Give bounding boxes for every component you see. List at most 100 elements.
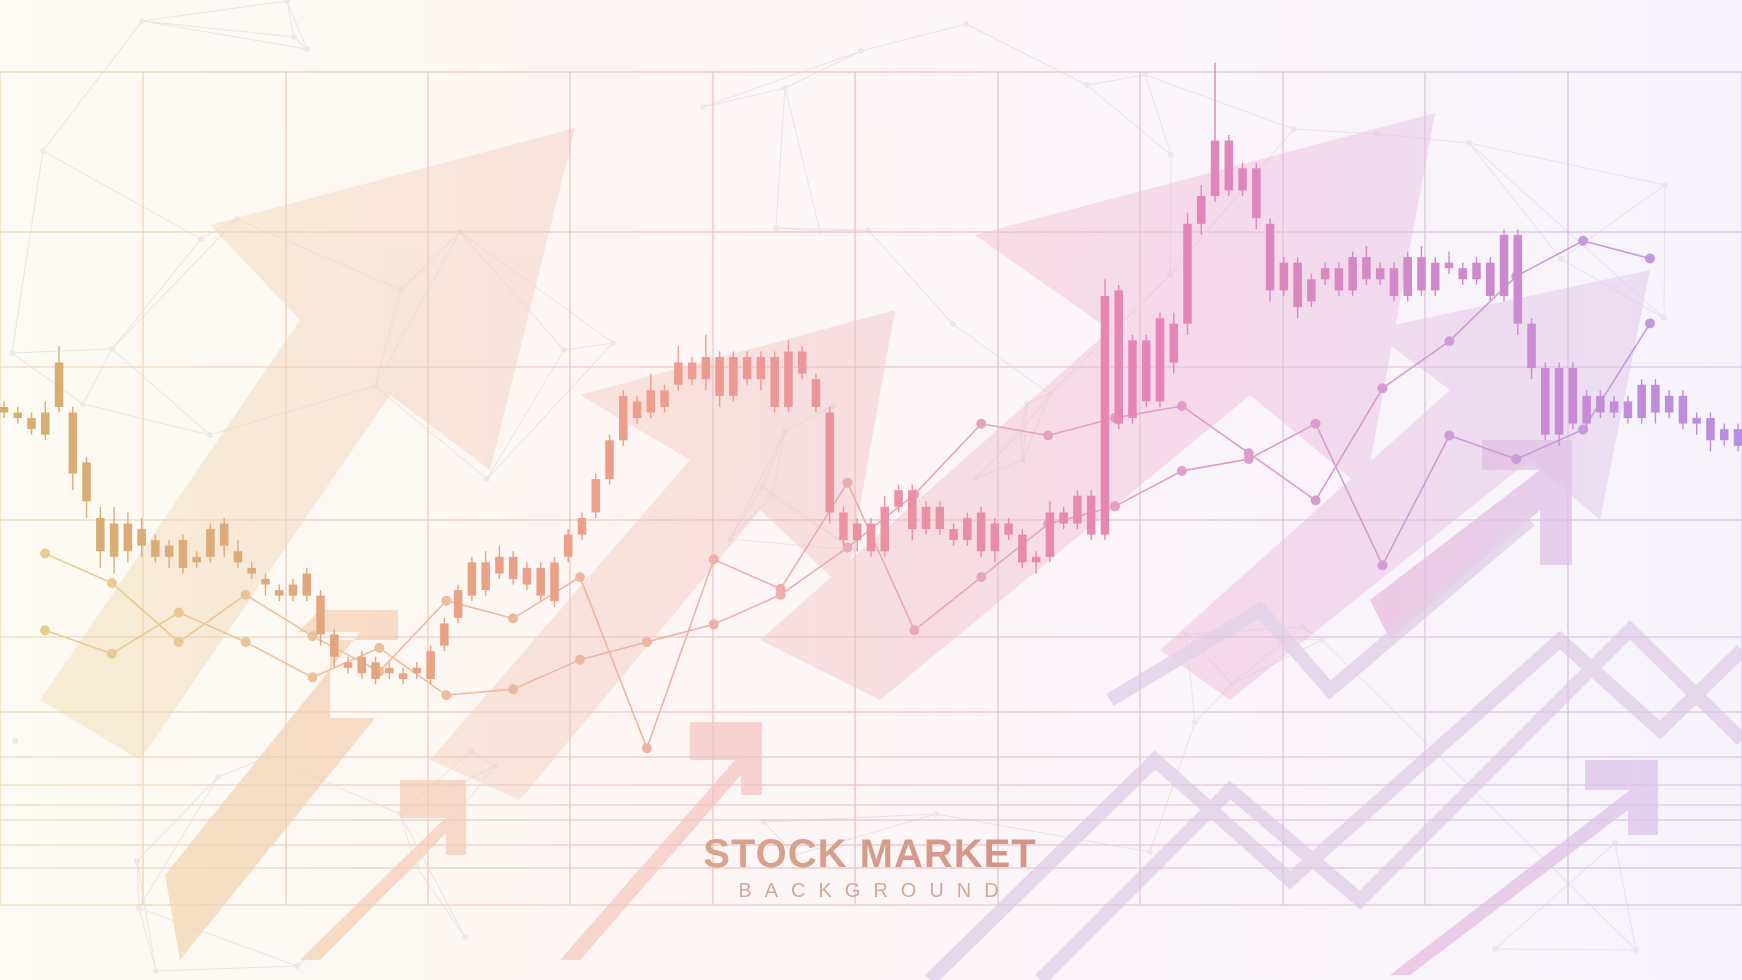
candle-body (687, 362, 697, 380)
series-point (1578, 424, 1589, 435)
candle-body (1486, 262, 1495, 296)
mesh-line (702, 87, 786, 108)
series-point (1377, 560, 1388, 571)
mesh-node (1466, 140, 1472, 146)
candle (1320, 262, 1330, 285)
mesh-line (136, 860, 140, 909)
candle (27, 412, 36, 435)
candle (371, 656, 380, 685)
candle-body (908, 490, 917, 530)
candle-body (1623, 401, 1633, 419)
candle-body (192, 556, 201, 563)
series-point (842, 542, 853, 553)
candle (963, 512, 972, 546)
candle (412, 662, 422, 679)
candle-body (1334, 268, 1344, 291)
candle-body (852, 523, 862, 541)
candle-body (1444, 262, 1454, 269)
candle (522, 562, 532, 591)
candle (1155, 312, 1165, 407)
candle-body (82, 462, 91, 502)
mesh-line (784, 50, 862, 89)
candle (54, 345, 64, 413)
series-point (173, 637, 184, 647)
series-point (842, 477, 853, 488)
mesh-line (1086, 74, 1146, 86)
candle (1238, 162, 1247, 197)
candle (1362, 246, 1371, 285)
series-point (1645, 318, 1655, 329)
candle-body (1541, 368, 1550, 435)
candle-body (742, 357, 752, 380)
mesh-line (1321, 639, 1637, 951)
candle (646, 373, 656, 419)
series-point (1377, 383, 1388, 394)
candle-body (1224, 140, 1234, 191)
zigzag-line (1035, 620, 1742, 980)
candle (247, 562, 256, 579)
candle (811, 373, 821, 413)
candle (660, 384, 669, 413)
candle-body (1059, 512, 1068, 524)
candle-body (1210, 140, 1220, 197)
mesh-node (817, 228, 823, 234)
candle-body (701, 357, 711, 380)
large-arrows (40, 113, 1650, 800)
candle-body (288, 584, 298, 596)
candle (357, 651, 367, 679)
mesh-node (1084, 82, 1090, 88)
mesh-line (286, 0, 308, 50)
mesh-line (965, 23, 1088, 86)
series-point (240, 589, 251, 600)
candle-body (1417, 257, 1426, 291)
candle-body (1169, 323, 1179, 363)
candle (1623, 395, 1633, 424)
candle-body (1596, 395, 1605, 413)
candle-body (1100, 295, 1110, 535)
candle-body (440, 623, 449, 646)
candle (1114, 284, 1123, 430)
candle (852, 517, 862, 552)
candle (1541, 362, 1550, 441)
series-point (1176, 465, 1187, 476)
candle-body (178, 540, 188, 568)
candle (1499, 229, 1509, 302)
mesh-line (11, 352, 84, 405)
candle-body (68, 412, 78, 474)
candle-body (1651, 384, 1660, 413)
candle-body (330, 634, 339, 657)
candle-body (1086, 495, 1096, 535)
candle-body (109, 523, 119, 557)
candle-body (839, 512, 848, 541)
arrow-shape (1370, 440, 1572, 640)
mesh-node (1319, 637, 1325, 643)
candle (563, 529, 573, 563)
candle (1651, 379, 1660, 424)
candle (1100, 279, 1110, 541)
candle-body (357, 656, 367, 674)
candle (1334, 262, 1344, 296)
candle-body (949, 529, 958, 541)
mesh-node (858, 48, 864, 54)
mesh-line (415, 865, 466, 938)
candle (591, 473, 601, 518)
candle (426, 645, 435, 685)
candle-body (1513, 234, 1523, 324)
mesh-line (1086, 84, 1172, 156)
mesh-node (1192, 719, 1198, 725)
candle (577, 512, 587, 541)
mesh-line (136, 860, 157, 972)
candle (123, 512, 133, 563)
candle-body (274, 590, 284, 596)
arrow-shape (300, 780, 466, 960)
candle (495, 545, 504, 579)
mesh-node (1558, 256, 1564, 262)
mesh-node (950, 321, 956, 327)
mesh-node (134, 858, 140, 864)
candle-body (591, 479, 601, 513)
candle (385, 662, 394, 679)
candle-body (976, 512, 986, 552)
candle-body (412, 667, 422, 674)
candle (894, 484, 903, 513)
candle (1706, 412, 1715, 452)
